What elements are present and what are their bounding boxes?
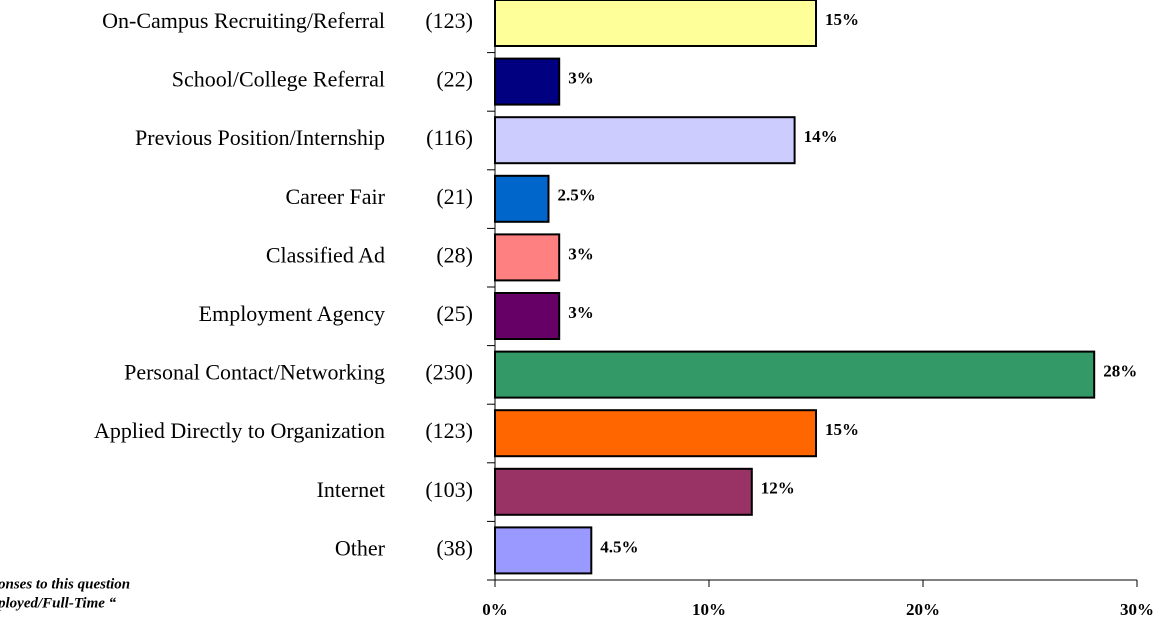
- category-label: School/College Referral: [172, 67, 385, 92]
- count-label: (230): [425, 360, 473, 385]
- category-label: On-Campus Recruiting/Referral: [102, 8, 385, 33]
- count-label: (123): [425, 418, 473, 443]
- count-label: (38): [436, 535, 473, 560]
- value-label: 3%: [568, 69, 594, 88]
- bar: [494, 292, 561, 340]
- x-tick-label: 20%: [906, 600, 940, 619]
- value-label: 3%: [568, 303, 594, 322]
- value-label: 28%: [1103, 362, 1137, 381]
- count-label: (28): [436, 242, 473, 267]
- category-label: Internet: [317, 477, 385, 502]
- bar: [494, 233, 561, 282]
- bar: [494, 174, 550, 223]
- bar: [494, 116, 796, 165]
- bar: [494, 0, 817, 47]
- category-label: Employment Agency: [199, 301, 385, 326]
- value-label: 12%: [761, 479, 795, 498]
- value-label: 15%: [825, 10, 859, 29]
- count-label: (25): [436, 301, 473, 326]
- x-tick-label: 30%: [1120, 600, 1154, 619]
- value-label: 14%: [804, 127, 838, 146]
- count-label: (123): [425, 8, 473, 33]
- footnote: onses to this question: [0, 576, 130, 592]
- count-label: (103): [425, 477, 473, 502]
- bar: [494, 467, 753, 516]
- x-tick-label: 10%: [692, 600, 726, 619]
- bar: [494, 409, 817, 458]
- category-label: Classified Ad: [266, 242, 385, 267]
- count-label: (21): [436, 184, 473, 209]
- bar: [494, 526, 593, 575]
- value-label: 2.5%: [558, 186, 596, 205]
- footnote: ployed/Full-Time “: [0, 595, 117, 611]
- value-label: 4.5%: [600, 537, 638, 556]
- bar: [494, 350, 1096, 399]
- count-label: (116): [426, 125, 473, 150]
- bar: [494, 57, 561, 106]
- category-label: Career Fair: [285, 184, 385, 209]
- count-label: (22): [436, 67, 473, 92]
- x-tick-label: 0%: [482, 600, 508, 619]
- category-label: Other: [335, 535, 386, 560]
- category-label: Personal Contact/Networking: [124, 360, 385, 385]
- category-label: Previous Position/Internship: [135, 125, 385, 150]
- category-label: Applied Directly to Organization: [94, 418, 385, 443]
- value-label: 3%: [568, 244, 594, 263]
- value-label: 15%: [825, 420, 859, 439]
